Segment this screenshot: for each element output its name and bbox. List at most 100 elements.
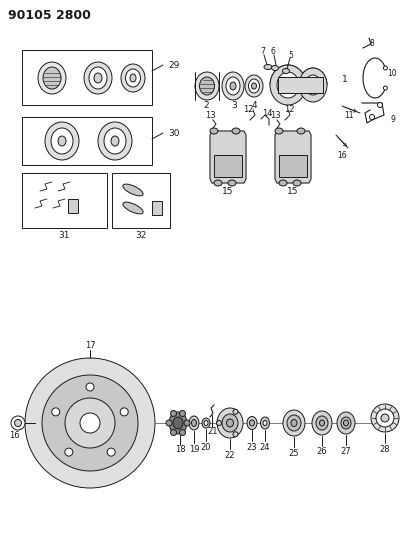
- Ellipse shape: [337, 412, 355, 434]
- Ellipse shape: [222, 72, 244, 100]
- Ellipse shape: [277, 72, 299, 98]
- Ellipse shape: [195, 72, 219, 100]
- Ellipse shape: [249, 420, 255, 426]
- Ellipse shape: [251, 83, 256, 89]
- Ellipse shape: [263, 421, 267, 425]
- Ellipse shape: [104, 128, 126, 154]
- Ellipse shape: [283, 69, 289, 74]
- Ellipse shape: [214, 180, 222, 186]
- Text: 25: 25: [289, 448, 299, 457]
- Bar: [112, 173, 170, 228]
- Ellipse shape: [125, 69, 141, 87]
- Ellipse shape: [297, 128, 305, 134]
- Circle shape: [86, 383, 94, 391]
- Text: 19: 19: [189, 445, 199, 454]
- Text: 11: 11: [344, 110, 354, 119]
- Ellipse shape: [94, 73, 102, 83]
- Ellipse shape: [189, 416, 199, 430]
- Ellipse shape: [343, 420, 349, 426]
- Polygon shape: [275, 131, 311, 183]
- Text: 16: 16: [9, 432, 19, 440]
- Ellipse shape: [247, 416, 257, 430]
- Ellipse shape: [51, 128, 73, 154]
- Text: 7: 7: [261, 47, 266, 56]
- Ellipse shape: [226, 77, 240, 95]
- Text: 8: 8: [370, 39, 374, 49]
- Text: 30: 30: [168, 128, 179, 138]
- Ellipse shape: [316, 416, 328, 430]
- Ellipse shape: [130, 74, 136, 82]
- Ellipse shape: [38, 62, 66, 94]
- Ellipse shape: [84, 62, 112, 94]
- Ellipse shape: [230, 82, 236, 90]
- Ellipse shape: [202, 418, 210, 428]
- Text: 2: 2: [203, 101, 209, 110]
- Ellipse shape: [45, 122, 79, 160]
- Ellipse shape: [222, 414, 238, 432]
- Bar: [68, 199, 78, 213]
- Text: 27: 27: [341, 447, 351, 456]
- Ellipse shape: [204, 421, 208, 425]
- Circle shape: [184, 420, 190, 426]
- Circle shape: [378, 102, 382, 108]
- Ellipse shape: [283, 410, 305, 436]
- Bar: [279, 155, 307, 177]
- Ellipse shape: [89, 67, 107, 89]
- Circle shape: [170, 410, 177, 416]
- Ellipse shape: [58, 136, 66, 146]
- Text: 22: 22: [225, 450, 235, 459]
- Text: 90105 2800: 90105 2800: [8, 9, 91, 22]
- Text: 20: 20: [201, 442, 211, 451]
- Bar: [278, 77, 323, 93]
- Circle shape: [170, 430, 177, 435]
- Circle shape: [52, 408, 60, 416]
- Ellipse shape: [43, 67, 61, 89]
- Ellipse shape: [245, 75, 263, 97]
- Circle shape: [80, 413, 100, 433]
- Circle shape: [233, 409, 238, 414]
- Text: 16: 16: [337, 150, 347, 159]
- Text: 12: 12: [243, 106, 253, 115]
- Ellipse shape: [210, 128, 218, 134]
- Text: 32: 32: [135, 231, 147, 240]
- Ellipse shape: [275, 128, 283, 134]
- Ellipse shape: [249, 79, 260, 93]
- Text: 18: 18: [174, 446, 185, 455]
- Text: 24: 24: [260, 442, 270, 451]
- Text: 10: 10: [387, 69, 397, 77]
- Ellipse shape: [226, 419, 233, 427]
- Text: 26: 26: [317, 448, 327, 456]
- Text: 28: 28: [380, 445, 391, 454]
- Ellipse shape: [341, 417, 351, 429]
- Ellipse shape: [293, 180, 301, 186]
- Ellipse shape: [320, 420, 324, 426]
- Ellipse shape: [270, 65, 306, 105]
- Bar: [214, 155, 242, 177]
- Ellipse shape: [191, 419, 197, 426]
- Bar: [22, 173, 107, 228]
- Text: 13: 13: [270, 110, 280, 119]
- Circle shape: [179, 430, 185, 435]
- Text: 12: 12: [284, 106, 294, 115]
- Bar: [22, 50, 152, 105]
- Bar: [22, 117, 152, 165]
- Ellipse shape: [232, 128, 240, 134]
- Circle shape: [370, 115, 374, 119]
- Text: 15: 15: [287, 187, 299, 196]
- Polygon shape: [210, 131, 246, 183]
- Circle shape: [216, 421, 222, 425]
- Ellipse shape: [121, 64, 145, 92]
- Ellipse shape: [123, 184, 143, 196]
- Ellipse shape: [173, 417, 183, 429]
- Text: 9: 9: [391, 116, 395, 125]
- Text: 14: 14: [262, 109, 272, 117]
- Text: 23: 23: [247, 442, 257, 451]
- Circle shape: [42, 375, 138, 471]
- Text: 4: 4: [251, 101, 257, 110]
- Circle shape: [376, 409, 394, 427]
- Ellipse shape: [123, 202, 143, 214]
- Text: 3: 3: [231, 101, 237, 110]
- Ellipse shape: [299, 68, 327, 102]
- Text: 5: 5: [289, 51, 293, 60]
- Ellipse shape: [287, 415, 301, 431]
